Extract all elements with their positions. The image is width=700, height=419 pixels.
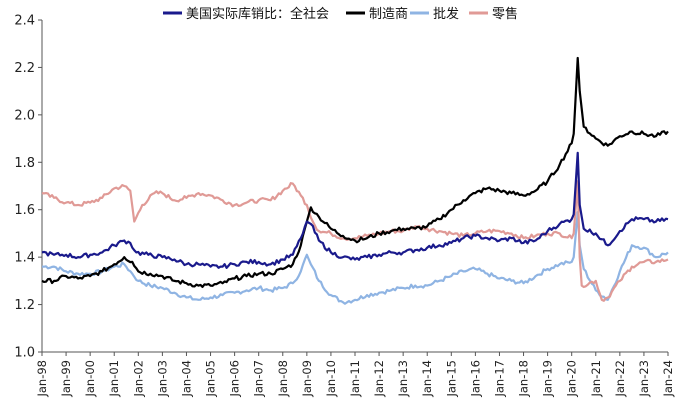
series-line-retail	[41, 180, 669, 302]
series-line-total	[41, 151, 669, 270]
x-tick-label: Jan-20	[565, 360, 579, 398]
series-line-manufacturer	[41, 56, 669, 289]
legend-item-total: 美国实际库销比：全社会	[163, 6, 329, 22]
x-tick-label: Jan-07	[252, 360, 266, 398]
x-tick-label: Jan-10	[324, 360, 338, 398]
x-tick-label: Jan-03	[155, 360, 169, 398]
y-tick-label: 2.4	[14, 14, 35, 29]
x-tick-label: Jan-24	[661, 360, 675, 398]
x-tick-label: Jan-22	[613, 360, 627, 398]
legend-item-manufacturer: 制造商	[346, 7, 408, 22]
x-tick-label: Jan-05	[204, 360, 218, 398]
x-tick-label: Jan-23	[637, 360, 651, 398]
x-tick-label: Jan-18	[517, 360, 531, 398]
y-tick-label: 2.2	[14, 61, 35, 76]
legend: 美国实际库销比：全社会 制造商 批发 零售	[163, 6, 518, 22]
x-tick-label: Jan-16	[468, 360, 482, 398]
x-tick-label: Jan-17	[492, 360, 506, 398]
x-tick-label: Jan-15	[444, 360, 458, 398]
legend-label-retail: 零售	[492, 6, 518, 22]
x-tick-label: Jan-11	[348, 360, 362, 398]
x-tick-label: Jan-00	[83, 360, 97, 398]
y-tick-label: 1.2	[14, 298, 35, 313]
axes: 1.0 1.2 1.4 1.6 1.8 2.0 2.2 2.4 Jan-98 Jan-99 Jan-…	[14, 14, 675, 398]
y-tick-label: 1.0	[14, 346, 35, 361]
x-tick-label: Jan-98	[35, 360, 49, 398]
x-tick-label: Jan-01	[107, 360, 121, 398]
x-tick-label: Jan-13	[396, 360, 410, 398]
x-tick-label: Jan-21	[589, 360, 603, 398]
x-tick-label: Jan-12	[372, 360, 386, 398]
legend-label-total: 美国实际库销比：全社会	[186, 6, 329, 22]
x-tick-label: Jan-04	[179, 360, 193, 398]
x-tick-label: Jan-02	[131, 360, 145, 398]
y-tick-label: 1.4	[14, 251, 35, 266]
x-tick-label: Jan-09	[300, 360, 314, 398]
x-tick-label: Jan-19	[541, 360, 555, 398]
y-tick-label: 1.8	[14, 156, 35, 171]
x-tick-label: Jan-08	[276, 360, 290, 398]
series-layer	[41, 56, 669, 305]
legend-item-retail: 零售	[469, 6, 518, 22]
y-tick-label: 1.6	[14, 203, 35, 218]
legend-label-manufacturer: 制造商	[369, 7, 408, 22]
legend-label-wholesale: 批发	[433, 6, 459, 22]
legend-item-wholesale: 批发	[410, 6, 459, 22]
x-tick-label: Jan-06	[228, 360, 242, 398]
x-tick-label: Jan-14	[420, 360, 434, 398]
x-tick-label: Jan-99	[59, 360, 73, 398]
series-line-wholesale	[41, 210, 669, 305]
y-tick-label: 2.0	[14, 108, 35, 123]
